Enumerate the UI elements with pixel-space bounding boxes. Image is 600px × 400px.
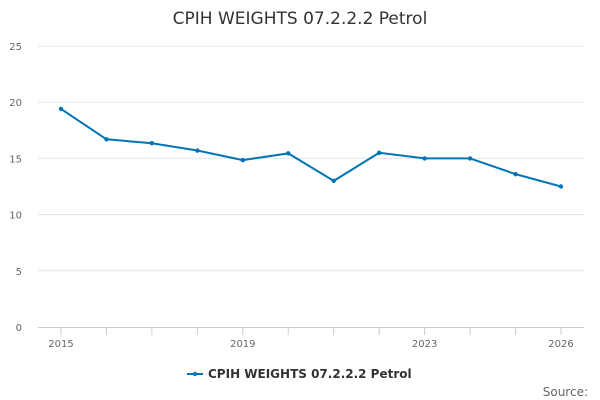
y-tick-label: 20 bbox=[9, 98, 22, 109]
y-tick-label: 15 bbox=[9, 154, 22, 165]
x-tick-label: 2019 bbox=[230, 339, 255, 350]
y-tick-label: 0 bbox=[16, 323, 22, 334]
data-point[interactable] bbox=[376, 150, 382, 155]
data-point[interactable] bbox=[58, 106, 64, 112]
y-axis-labels: 0 5 10 15 20 25 bbox=[9, 42, 22, 334]
data-point[interactable] bbox=[422, 156, 427, 161]
x-tick-label: 2015 bbox=[48, 339, 73, 350]
data-point[interactable] bbox=[331, 178, 336, 184]
data-point[interactable] bbox=[467, 156, 473, 161]
data-point[interactable] bbox=[195, 148, 200, 153]
data-point[interactable] bbox=[286, 151, 291, 156]
x-tick-label: 2023 bbox=[412, 339, 437, 350]
grid-lines bbox=[38, 45, 584, 272]
chart-title: CPIH WEIGHTS 07.2.2.2 Petrol bbox=[173, 9, 428, 29]
data-point[interactable] bbox=[104, 137, 109, 142]
y-tick-label: 10 bbox=[9, 211, 22, 222]
data-point[interactable] bbox=[240, 157, 246, 163]
y-tick-label: 5 bbox=[16, 267, 22, 278]
x-axis bbox=[38, 327, 584, 335]
series-line[interactable] bbox=[60, 107, 562, 188]
series-petrol[interactable] bbox=[58, 106, 564, 189]
legend-marker bbox=[192, 371, 198, 377]
legend[interactable]: CPIH WEIGHTS 07.2.2.2 Petrol bbox=[187, 367, 412, 381]
x-tick-label: 2026 bbox=[548, 339, 573, 350]
data-point[interactable] bbox=[513, 171, 518, 177]
x-axis-labels: 2015 2019 2023 2026 bbox=[48, 339, 573, 350]
legend-label: CPIH WEIGHTS 07.2.2.2 Petrol bbox=[208, 367, 412, 381]
data-point[interactable] bbox=[149, 141, 155, 146]
y-tick-label: 25 bbox=[9, 42, 22, 53]
data-point[interactable] bbox=[558, 184, 564, 189]
source-credit[interactable]: Source: bbox=[543, 385, 588, 399]
